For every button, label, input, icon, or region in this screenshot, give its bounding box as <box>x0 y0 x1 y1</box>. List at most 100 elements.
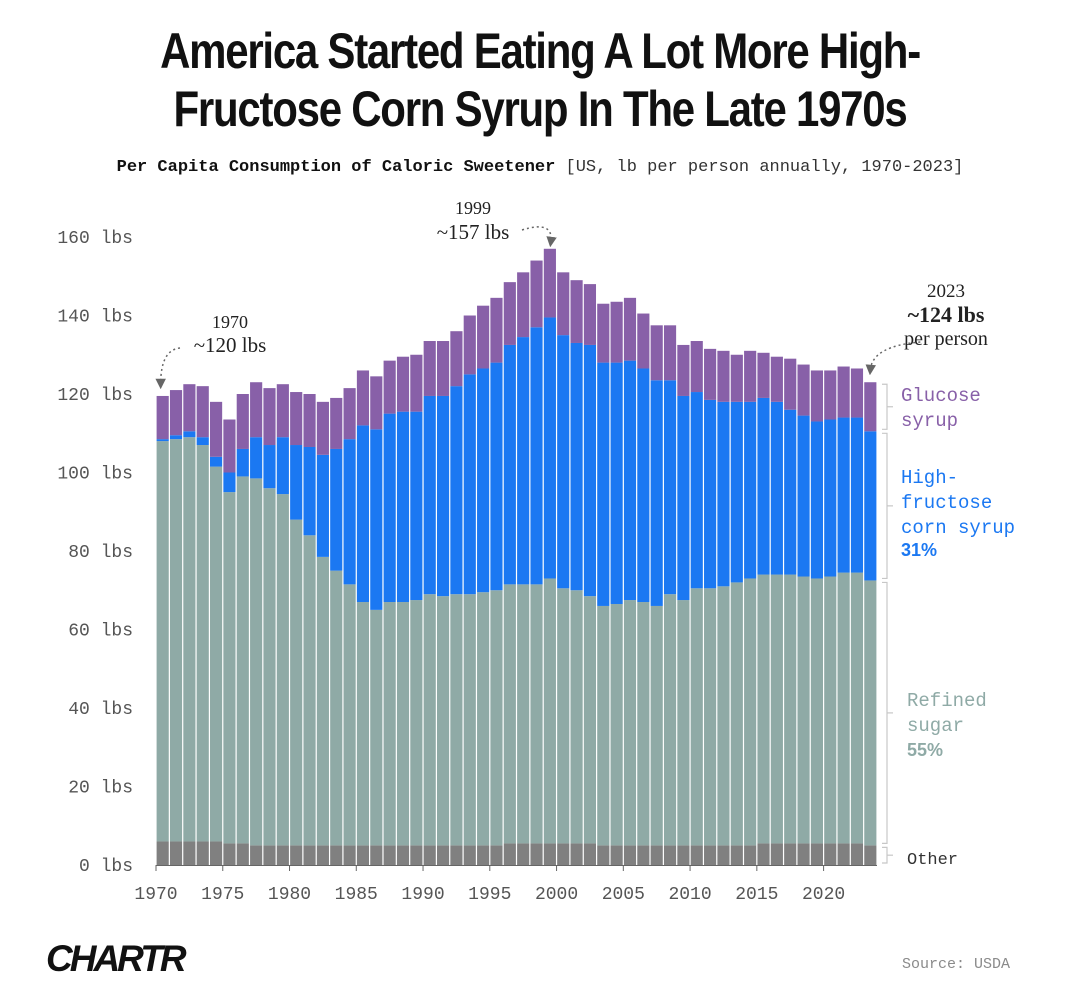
annotation-1999-arrow <box>521 226 557 248</box>
bar-hfcs <box>637 368 650 603</box>
x-tick-label: 1990 <box>401 885 444 905</box>
title-line-2: Fructose Corn Syrup In The Late 1970s <box>173 81 908 137</box>
legend-bracket-other <box>882 846 888 864</box>
bar-hfcs <box>850 417 864 573</box>
bar-refined-sugar <box>436 596 450 846</box>
bar-other <box>517 843 530 865</box>
legend-label-glucose: syrup <box>901 410 958 432</box>
bar-refined-sugar <box>677 600 690 846</box>
legend-label-sugar: Refined <box>907 690 987 712</box>
bar-hfcs <box>677 395 690 601</box>
annotation-2023-suffix: per person <box>904 328 988 350</box>
chart-title: America Started Eating A Lot More High- … <box>86 22 993 138</box>
x-tick-label: 2010 <box>668 885 711 905</box>
bar-refined-sugar <box>370 609 383 846</box>
bar-other <box>557 843 570 865</box>
y-tick-label: 40 lbs <box>68 700 133 720</box>
bar-refined-sugar <box>637 602 650 846</box>
bar-refined-sugar <box>623 600 637 846</box>
bar-other <box>250 845 263 865</box>
y-tick-label: 0 lbs <box>79 857 133 877</box>
bar-refined-sugar <box>156 441 169 842</box>
bar-hfcs <box>396 411 410 603</box>
x-tick-label: 1970 <box>134 885 177 905</box>
bar-hfcs <box>223 472 236 493</box>
bar-refined-sugar <box>797 576 810 844</box>
bar-other <box>183 841 196 865</box>
bar-other <box>744 845 757 865</box>
bar-hfcs <box>316 454 329 557</box>
bar-hfcs <box>477 368 490 593</box>
bar-glucose-syrup <box>757 352 770 398</box>
bar-hfcs <box>210 456 223 467</box>
bar-hfcs <box>744 401 757 579</box>
bar-hfcs <box>797 415 810 577</box>
bar-other <box>583 843 597 865</box>
bar-glucose-syrup <box>490 297 503 363</box>
bar-glucose-syrup <box>730 354 743 402</box>
bar-refined-sugar <box>503 584 516 844</box>
bar-hfcs <box>303 446 316 536</box>
bar-refined-sugar <box>770 574 783 844</box>
bar-glucose-syrup <box>517 272 530 338</box>
chart-subtitle: Per Capita Consumption of Caloric Sweete… <box>0 158 1080 177</box>
bar-other <box>637 845 650 865</box>
bar-glucose-syrup <box>290 392 303 446</box>
bar-refined-sugar <box>784 574 797 844</box>
bar-other <box>236 843 249 865</box>
bar-hfcs <box>236 448 249 477</box>
bar-glucose-syrup <box>810 370 823 422</box>
legend-bracket-sugar <box>882 581 888 844</box>
bar-hfcs <box>717 401 730 587</box>
bar-glucose-syrup <box>797 364 810 416</box>
bar-hfcs <box>156 439 169 442</box>
bar-hfcs <box>290 445 303 520</box>
bar-hfcs <box>690 392 703 589</box>
bar-refined-sugar <box>356 602 370 846</box>
bar-glucose-syrup <box>850 368 864 418</box>
bar-refined-sugar <box>650 605 663 846</box>
bar-hfcs <box>370 429 383 610</box>
bar-other <box>690 845 703 865</box>
y-tick-label: 80 lbs <box>68 543 133 563</box>
subtitle-meta: [US, lb per person annually, 1970-2023] <box>565 158 964 177</box>
bar-glucose-syrup <box>276 384 289 438</box>
bar-hfcs <box>663 380 677 595</box>
bar-refined-sugar <box>210 466 223 842</box>
annotation-1970-year: 1970 <box>212 312 248 332</box>
bar-other <box>396 845 410 865</box>
bar-glucose-syrup <box>637 313 650 369</box>
bar-glucose-syrup <box>156 395 169 440</box>
annotation-1970-arrow <box>155 347 181 390</box>
bar-refined-sugar <box>850 572 864 844</box>
bar-glucose-syrup <box>356 370 370 426</box>
bar-refined-sugar <box>383 602 396 846</box>
bar-other <box>490 845 503 865</box>
bar-hfcs <box>423 395 436 595</box>
bar-refined-sugar <box>610 603 623 846</box>
bar-hfcs <box>356 425 370 603</box>
bar-other <box>824 843 837 865</box>
bar-other <box>276 845 289 865</box>
bar-refined-sugar <box>730 582 743 846</box>
bar-refined-sugar <box>583 596 597 844</box>
bar-other <box>610 845 623 865</box>
bar-glucose-syrup <box>477 305 490 369</box>
bar-other <box>290 845 303 865</box>
bar-other <box>864 845 877 865</box>
annotations: 1970~120 lbs 1999~157 lbs 2023~124 lbsper … <box>155 198 988 390</box>
bar-refined-sugar <box>223 492 236 844</box>
x-tick-label: 1980 <box>268 885 311 905</box>
bar-refined-sugar <box>423 594 436 846</box>
legend-label-glucose: Glucose <box>901 385 981 407</box>
bar-other <box>810 843 823 865</box>
bar-hfcs <box>557 335 570 589</box>
bar-hfcs <box>837 417 850 573</box>
bar-other <box>677 845 690 865</box>
bar-hfcs <box>610 362 623 604</box>
bar-other <box>757 843 770 865</box>
bar-glucose-syrup <box>263 388 276 446</box>
chartr-logo: CHARTR <box>46 938 187 979</box>
bar-hfcs <box>530 327 543 585</box>
